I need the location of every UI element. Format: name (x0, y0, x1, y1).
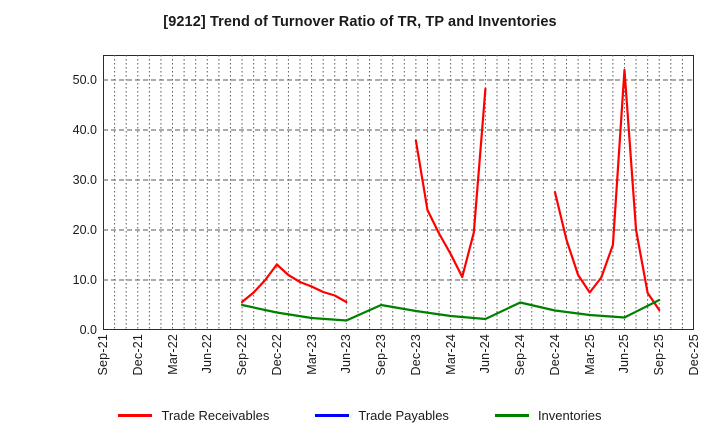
legend-color-swatch (315, 413, 350, 417)
y-tick-label: 20.0 (72, 223, 97, 237)
plot-svg (103, 55, 694, 330)
x-tick-label: Sep-22 (235, 334, 250, 376)
legend-label: Trade Receivables (161, 407, 270, 423)
x-tick-label: Jun-22 (200, 334, 215, 374)
legend-item[interactable]: Trade Receivables (118, 408, 269, 423)
y-tick-label: 0.0 (79, 323, 97, 337)
legend-item[interactable]: Trade Payables (315, 408, 449, 423)
y-tick-label: 40.0 (72, 123, 97, 137)
y-axis-tick-labels: 0.0 10.0 20.0 30.0 40.0 50.0 (47, 55, 97, 337)
y-tick-label: 10.0 (72, 273, 97, 287)
x-tick-label: Sep-21 (96, 334, 110, 376)
plot-area (103, 55, 694, 330)
x-tick-label: Sep-25 (652, 334, 667, 376)
x-tick-label: Dec-25 (687, 334, 701, 376)
series-line-trade-receivables (414, 87, 487, 279)
legend-label: Trade Payables (358, 407, 449, 423)
x-tick-label: Mar-22 (165, 334, 180, 375)
x-axis-tick-labels: Sep-21 Dec-21 Mar-22 Jun-22 Sep-22 Dec-22 Mar-… (96, 332, 701, 392)
x-tick-label: Dec-23 (408, 334, 423, 376)
x-tick-label: Mar-24 (443, 334, 458, 375)
series-line-trade-receivables (553, 68, 661, 312)
x-tick-label: Jun-24 (478, 334, 493, 374)
legend-item[interactable]: Inventories (494, 407, 602, 423)
y-tick-label: 30.0 (72, 173, 97, 187)
legend-color-swatch (118, 413, 153, 417)
x-tick-label: Sep-23 (374, 334, 389, 376)
x-tick-label: Jun-25 (617, 334, 632, 374)
chart-legend: Trade Receivables Trade Payables Inventori… (0, 403, 720, 427)
x-tick-label: Dec-24 (547, 334, 562, 376)
y-tick-label: 50.0 (72, 73, 97, 87)
series-line-inventories (240, 298, 661, 322)
legend-color-swatch (494, 413, 529, 417)
series-line-trade-receivables (240, 263, 348, 304)
x-tick-label: Dec-22 (269, 334, 284, 376)
chart-title: [9212] Trend of Turnover Ratio of TR, TP… (163, 14, 557, 30)
x-tick-label: Mar-23 (304, 334, 319, 375)
x-tick-label: Mar-25 (582, 334, 597, 375)
x-tick-label: Jun-23 (339, 334, 354, 374)
x-tick-label: Dec-21 (130, 334, 145, 376)
legend-label: Inventories (537, 407, 602, 423)
x-tick-label: Sep-24 (513, 334, 528, 376)
